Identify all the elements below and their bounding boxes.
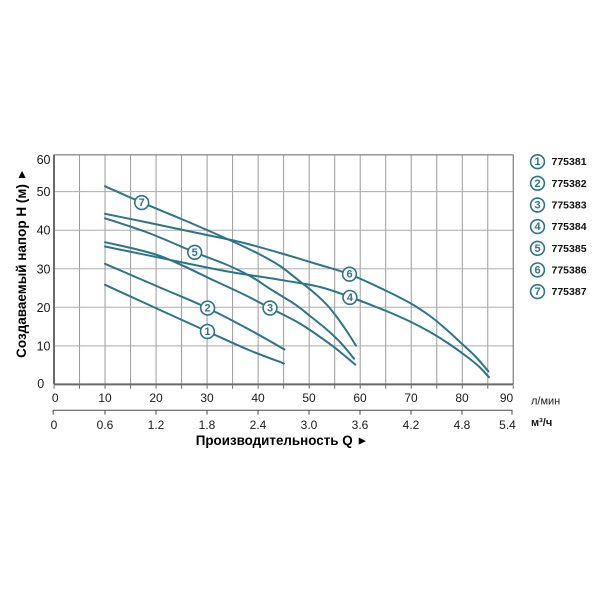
svg-text:5: 5 (534, 243, 540, 255)
svg-text:5.4: 5.4 (499, 418, 516, 432)
svg-text:50: 50 (302, 391, 316, 405)
svg-text:2: 2 (534, 178, 540, 190)
svg-text:Производительность Q ►: Производительность Q ► (196, 433, 368, 448)
svg-text:40: 40 (251, 391, 265, 405)
svg-text:0: 0 (51, 418, 58, 432)
svg-text:6: 6 (346, 269, 352, 281)
svg-text:7: 7 (534, 286, 540, 298)
svg-text:6: 6 (534, 264, 540, 276)
svg-text:1.8: 1.8 (199, 418, 216, 432)
svg-text:1: 1 (534, 156, 540, 168)
svg-text:4: 4 (347, 292, 354, 304)
svg-text:4.8: 4.8 (454, 418, 471, 432)
svg-text:1.2: 1.2 (148, 418, 165, 432)
svg-text:1: 1 (204, 326, 210, 338)
svg-text:775387: 775387 (552, 286, 587, 298)
svg-text:775382: 775382 (552, 178, 587, 190)
svg-text:л/мин: л/мин (531, 395, 560, 407)
svg-text:м³/ч: м³/ч (531, 417, 552, 429)
svg-text:60: 60 (353, 391, 367, 405)
svg-text:20: 20 (37, 301, 51, 315)
svg-text:0: 0 (37, 377, 44, 391)
svg-text:4: 4 (534, 221, 541, 233)
svg-text:3.0: 3.0 (301, 418, 318, 432)
svg-text:775386: 775386 (552, 264, 587, 276)
svg-text:5: 5 (192, 247, 198, 259)
svg-text:0: 0 (52, 391, 59, 405)
svg-text:10: 10 (37, 339, 51, 353)
svg-text:3: 3 (267, 303, 273, 315)
svg-text:30: 30 (200, 391, 214, 405)
svg-text:7: 7 (139, 197, 145, 209)
svg-text:4.2: 4.2 (403, 418, 420, 432)
svg-text:2.4: 2.4 (250, 418, 267, 432)
svg-text:775383: 775383 (552, 200, 587, 212)
svg-text:30: 30 (37, 262, 51, 276)
svg-text:90: 90 (500, 391, 514, 405)
svg-text:70: 70 (404, 391, 418, 405)
svg-text:3: 3 (534, 200, 540, 212)
svg-text:775385: 775385 (552, 243, 587, 255)
svg-text:20: 20 (149, 391, 163, 405)
svg-text:10: 10 (98, 391, 112, 405)
svg-text:80: 80 (455, 391, 469, 405)
svg-text:0.6: 0.6 (97, 418, 114, 432)
svg-text:3.6: 3.6 (352, 418, 369, 432)
svg-text:Создаваемый напор H (м) ►: Создаваемый напор H (м) ► (14, 169, 29, 358)
svg-text:2: 2 (205, 303, 211, 315)
svg-text:50: 50 (37, 185, 51, 199)
svg-text:775384: 775384 (552, 221, 587, 233)
svg-text:40: 40 (37, 224, 51, 238)
svg-text:60: 60 (37, 153, 51, 167)
svg-text:775381: 775381 (552, 156, 587, 168)
